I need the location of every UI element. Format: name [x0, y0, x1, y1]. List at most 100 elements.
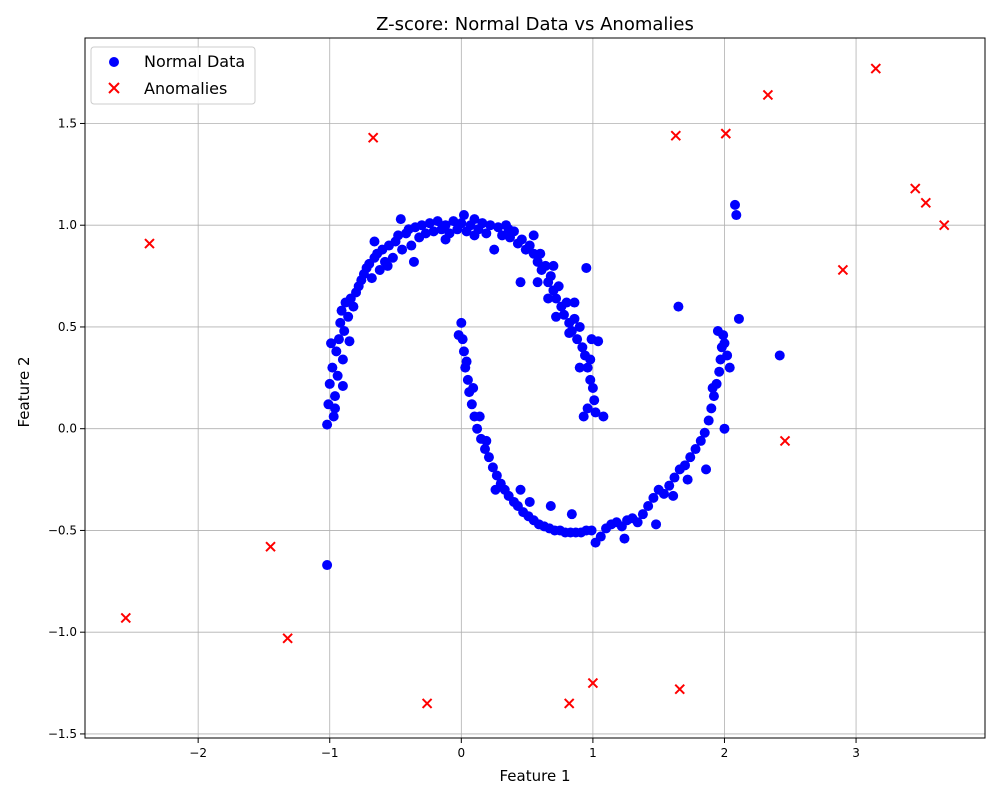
normal-data-point — [428, 226, 439, 237]
normal-data-point — [731, 210, 742, 221]
normal-data-point — [448, 216, 459, 227]
normal-data-point — [587, 383, 598, 393]
normal-data-point — [528, 230, 539, 241]
normal-data-point — [406, 240, 417, 251]
normal-data-point — [706, 403, 717, 414]
normal-data-point — [714, 366, 725, 377]
anomaly-point — [282, 633, 293, 644]
normal-data-point — [327, 362, 338, 373]
normal-data-point — [708, 391, 719, 402]
anomaly-point — [779, 435, 791, 447]
normal-data-point — [774, 350, 785, 361]
y-tick-label: −1.5 — [48, 727, 77, 741]
anomaly-point — [265, 541, 276, 552]
normal-data-point — [469, 230, 480, 241]
normal-data-point — [569, 313, 580, 324]
normal-data-point — [461, 356, 472, 367]
normal-data-point — [581, 262, 592, 273]
y-tick-label: 0.0 — [58, 422, 77, 436]
x-tick-label: 0 — [457, 746, 465, 760]
grid — [85, 38, 985, 738]
normal-data-point — [651, 519, 662, 530]
normal-data-point — [699, 427, 710, 438]
normal-data-point — [416, 220, 427, 231]
normal-data-point — [333, 334, 344, 345]
normal-data-point — [515, 277, 526, 288]
normal-data-point — [458, 210, 469, 221]
normal-data-point — [462, 374, 473, 385]
normal-data-point — [489, 244, 500, 255]
anomaly-point — [144, 238, 155, 249]
normal-data-point — [712, 326, 723, 337]
normal-data-point — [366, 273, 377, 284]
normal-data-point — [516, 234, 527, 245]
normal-data-point — [337, 380, 348, 391]
normal-data-point — [326, 338, 337, 349]
normal-data-point — [493, 222, 504, 233]
normal-data-point — [387, 252, 398, 263]
legend-box — [90, 46, 256, 105]
anomaly-point — [674, 683, 685, 695]
legend-marker-normal — [109, 57, 119, 67]
normal-data-point — [503, 224, 514, 235]
normal-data-point — [540, 260, 551, 271]
normal-data-point — [545, 501, 556, 512]
normal-data-point — [336, 305, 347, 316]
normal-data-point — [648, 492, 659, 503]
y-axis-label: Feature 2 — [15, 357, 33, 428]
normal-data-point — [553, 281, 564, 292]
normal-data-point — [331, 346, 342, 357]
normal-data-point — [701, 464, 712, 475]
y-tick-label: 0.5 — [58, 320, 77, 334]
normal-data-point — [481, 435, 492, 446]
anomaly-point — [837, 264, 849, 276]
anomaly-point — [939, 220, 950, 231]
normal-data-point — [343, 311, 354, 322]
legend-label-anomalies: Anomalies — [144, 79, 227, 98]
x-tick-label: −2 — [189, 746, 207, 760]
x-axis-label: Feature 1 — [500, 767, 571, 785]
normal-data-point — [586, 525, 597, 536]
normal-data-point — [458, 346, 469, 357]
y-tick-label: 1.0 — [58, 218, 77, 232]
normal-data-point — [477, 218, 488, 229]
ticks: −2 −1 0 1 2 3 −1.5 −1.0 −0.5 0.0 0.5 1.0 1.5 — [48, 116, 860, 760]
normal-data-point — [685, 452, 696, 463]
normal-data-point — [472, 423, 483, 434]
normal-data-point — [480, 444, 490, 455]
normal-data-point — [466, 399, 477, 410]
normal-data-point — [420, 228, 431, 239]
normal-data-point — [339, 326, 350, 337]
x-tick-label: 1 — [589, 746, 597, 760]
normal-data-point — [590, 407, 601, 418]
legend-marker-anomalies — [108, 82, 120, 94]
normal-data-point — [524, 240, 535, 251]
normal-data-point — [453, 330, 464, 341]
normal-data-point — [569, 297, 580, 308]
normal-data-point — [632, 517, 643, 528]
normal-data-point — [551, 311, 562, 322]
normal-data-point — [382, 260, 393, 271]
anomaly-point — [120, 612, 131, 624]
normal-data-point — [548, 260, 559, 271]
normal-data-point — [497, 230, 508, 241]
normal-data-point — [374, 264, 385, 275]
normal-data-point — [669, 472, 680, 483]
normal-data-point — [586, 334, 597, 345]
normal-data-point — [456, 317, 467, 328]
normal-data-point — [658, 488, 669, 499]
anomaly-point — [367, 132, 379, 143]
normal-data-point — [733, 313, 744, 324]
normal-data-point — [673, 301, 684, 312]
normal-data-point — [515, 484, 526, 495]
normal-data-point — [578, 411, 589, 422]
chart-title: Z-score: Normal Data vs Anomalies — [376, 14, 694, 35]
normal-data-point — [328, 411, 339, 422]
anomaly-point — [564, 698, 575, 709]
normal-data-point — [456, 218, 467, 229]
normal-data-point — [483, 452, 494, 463]
normal-data-point — [348, 301, 359, 312]
normal-data-point — [564, 328, 575, 339]
